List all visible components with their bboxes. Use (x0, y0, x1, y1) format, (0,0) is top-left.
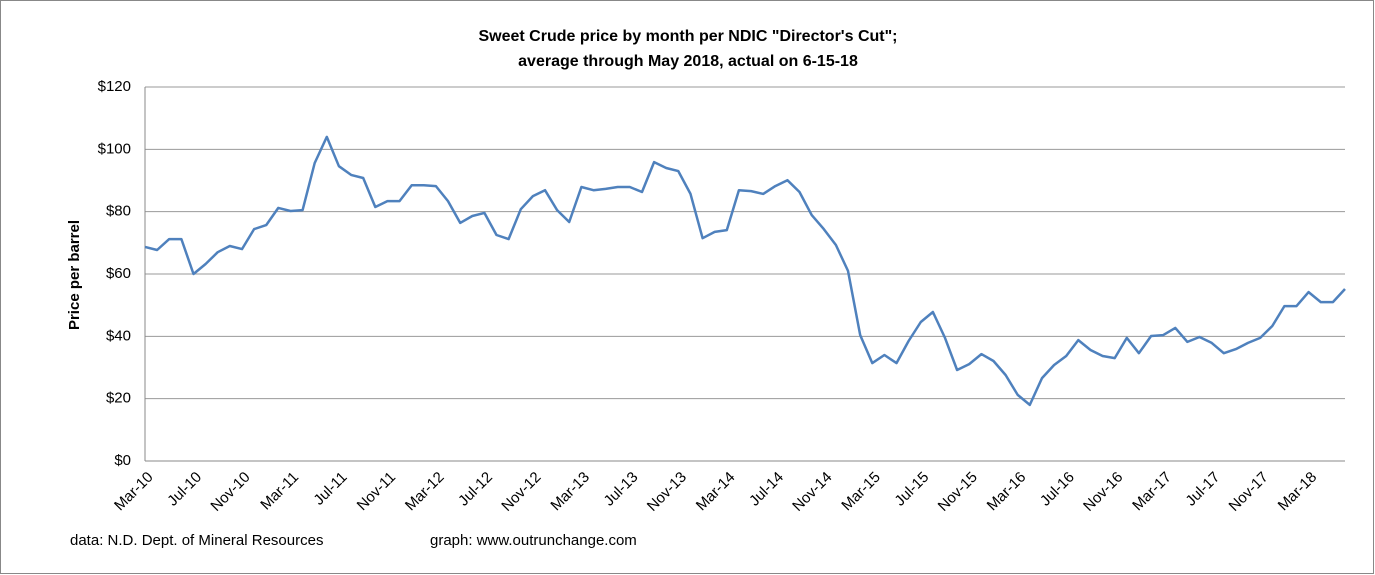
chart-subtitle: average through May 2018, actual on 6-15… (518, 53, 858, 70)
credit-note: graph: www.outrunchange.com (430, 532, 637, 549)
y-tick-label: $120 (98, 78, 131, 95)
y-axis-label: Price per barrel (66, 220, 83, 330)
y-tick-label: $60 (106, 265, 131, 282)
y-tick-label: $80 (106, 203, 131, 220)
y-tick-label: $100 (98, 140, 131, 157)
y-tick-label: $20 (106, 390, 131, 407)
data-line (144, 135, 1346, 407)
chart-title: Sweet Crude price by month per NDIC "Dir… (478, 28, 897, 45)
y-tick-label: $40 (106, 327, 131, 344)
source-note: data: N.D. Dept. of Mineral Resources (70, 532, 323, 549)
y-tick-label: $0 (114, 452, 131, 469)
